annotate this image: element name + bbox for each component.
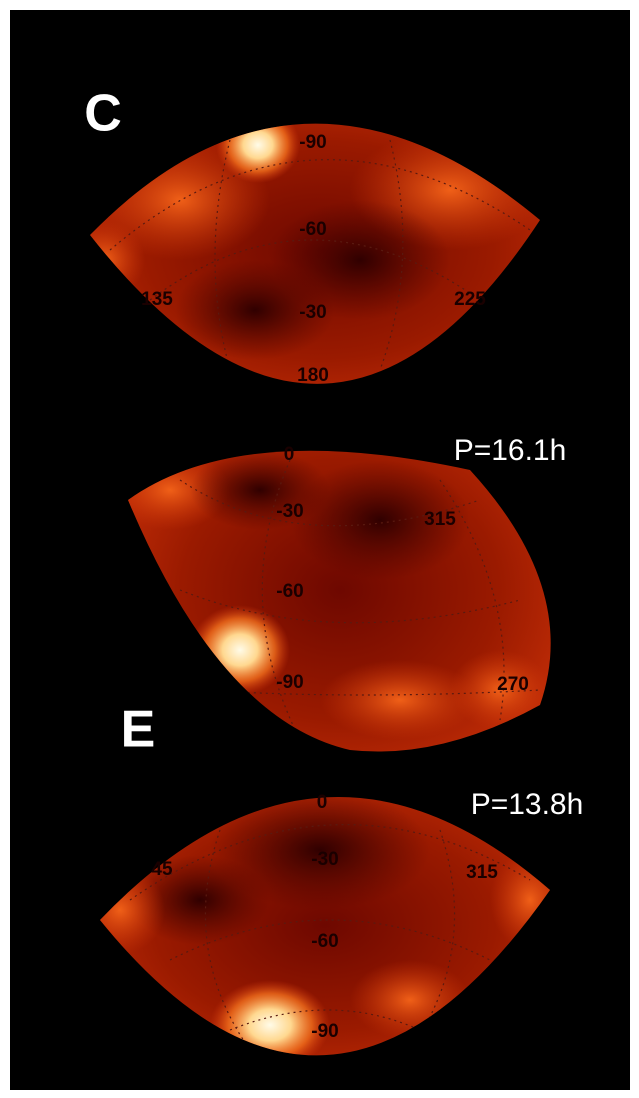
grid-label: 45 xyxy=(151,859,173,880)
grid-label: -60 xyxy=(299,219,326,240)
grid-label: -30 xyxy=(299,302,326,323)
grid-label: -90 xyxy=(311,1021,338,1042)
grid-label: 225 xyxy=(454,289,486,310)
panel-label: E xyxy=(121,701,156,759)
grid-label: -30 xyxy=(311,849,338,870)
grid-label: 0 xyxy=(284,444,295,465)
grid-label: 270 xyxy=(497,674,529,695)
grid-label: 315 xyxy=(466,862,498,883)
grid-label: 180 xyxy=(297,365,329,386)
grid-label: 0 xyxy=(317,792,328,813)
grid-label: -60 xyxy=(311,931,338,952)
panel-label: C xyxy=(84,85,122,143)
grid-label: -90 xyxy=(276,672,303,693)
period: P=16.1h xyxy=(454,434,567,467)
grid-label: -90 xyxy=(299,132,326,153)
grid-label: -30 xyxy=(276,501,303,522)
period: P=13.8h xyxy=(471,788,584,821)
grid-label: -60 xyxy=(276,581,303,602)
grid-label: 315 xyxy=(424,509,456,530)
grid-label: 135 xyxy=(141,289,173,310)
